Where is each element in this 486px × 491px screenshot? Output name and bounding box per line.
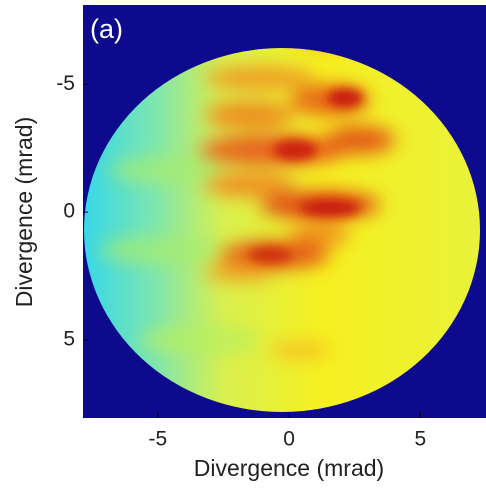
panel-label: (a) <box>90 14 123 44</box>
y-tick-label: -5 <box>56 72 75 95</box>
y-tick-label: 5 <box>63 328 75 351</box>
y-axis-label: Divergence (mrad) <box>11 117 37 307</box>
x-tick-label: -5 <box>148 428 167 451</box>
y-tick-label: 0 <box>63 200 75 223</box>
x-axis-label: Divergence (mrad) <box>194 455 384 481</box>
x-tick-label: 0 <box>283 428 295 451</box>
x-tick-label: 5 <box>415 428 427 451</box>
beam-image <box>83 5 486 418</box>
